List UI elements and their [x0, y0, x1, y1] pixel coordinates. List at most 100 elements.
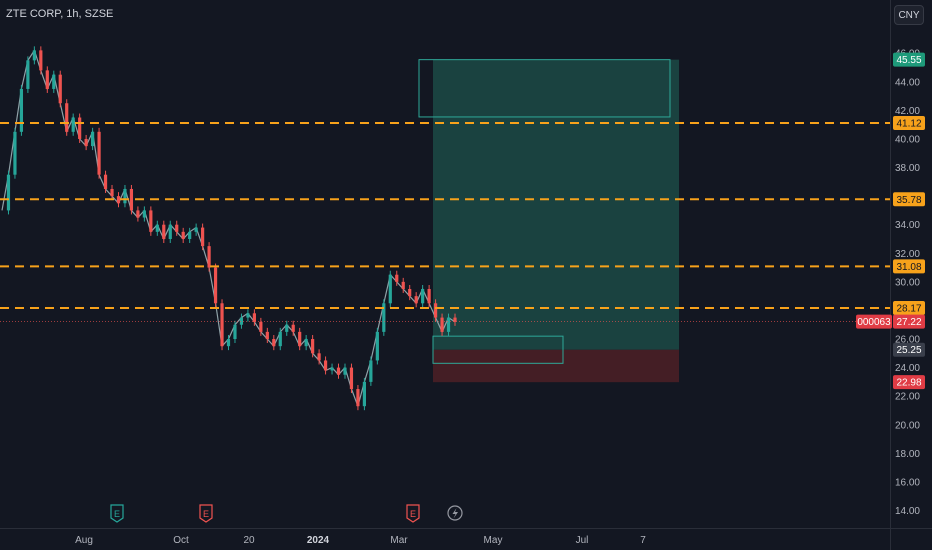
- price-tick-label: 40.00: [895, 134, 920, 145]
- candle-body: [453, 317, 457, 322]
- candle-body: [39, 50, 43, 71]
- candle-body: [97, 131, 101, 175]
- time-tick-label: 2024: [307, 535, 330, 546]
- candle-body: [343, 367, 347, 375]
- earnings-marker[interactable]: E: [199, 504, 213, 523]
- current-price-tag: [893, 314, 925, 329]
- candle-body: [259, 321, 263, 332]
- price-tick-label: 30.00: [895, 277, 920, 288]
- candle-body: [226, 339, 231, 347]
- level-price-tag-label: 31.08: [896, 262, 921, 273]
- candle-body: [330, 367, 334, 371]
- level-price-tag: [893, 259, 925, 274]
- candle-body: [401, 281, 405, 290]
- candle-body: [311, 339, 315, 354]
- candle-body: [278, 331, 282, 347]
- candle-body: [446, 317, 451, 332]
- candle-body: [252, 313, 256, 322]
- target-price-tag: [893, 52, 925, 67]
- price-tick-label: 16.00: [895, 477, 920, 488]
- level-price-tag-label: 28.17: [896, 304, 921, 315]
- candle-body: [427, 289, 431, 304]
- earnings-marker-label: E: [410, 509, 416, 519]
- current-price-tag-label: 27.22: [896, 317, 921, 328]
- candle-body: [388, 274, 392, 304]
- candle-body: [395, 274, 399, 282]
- earnings-marker[interactable]: E: [110, 504, 124, 523]
- stop-zone[interactable]: [433, 349, 679, 383]
- time-tick-label: 20: [243, 535, 255, 546]
- time-axis[interactable]: Aug Oct 20 2024 Mar May Jul 7: [75, 535, 646, 546]
- candle-body: [369, 360, 373, 382]
- level-price-tag-label: 41.12: [896, 118, 921, 129]
- candle-body: [421, 289, 425, 304]
- price-series-line: [1, 49, 456, 409]
- flash-icon[interactable]: [447, 505, 463, 521]
- price-tick-label: 22.00: [895, 392, 920, 403]
- earnings-marker-label: E: [203, 509, 209, 519]
- candle-body: [13, 131, 17, 175]
- candle-body: [382, 303, 386, 332]
- candle-body: [304, 339, 308, 347]
- candle-body: [213, 267, 218, 304]
- candle-body: [414, 296, 418, 304]
- candle-body: [291, 324, 295, 332]
- candle-body: [362, 381, 366, 407]
- candle-body: [19, 88, 24, 132]
- level-price-tag: [893, 115, 925, 130]
- price-candles: [6, 46, 457, 411]
- entry-price-tag: [893, 342, 925, 357]
- price-levels[interactable]: [0, 121, 890, 310]
- target-box[interactable]: [418, 59, 671, 118]
- candle-body: [175, 224, 179, 232]
- time-tick-label: Jul: [576, 535, 589, 546]
- candle-body: [45, 70, 49, 89]
- candle-body: [84, 138, 88, 147]
- candle-body: [272, 339, 276, 347]
- candle-body: [32, 50, 36, 61]
- time-tick-label: May: [484, 535, 503, 546]
- entry-box[interactable]: [432, 335, 564, 364]
- candle-body: [375, 331, 379, 361]
- earnings-marker[interactable]: E: [406, 504, 420, 523]
- price-tick-label: 44.00: [895, 77, 920, 88]
- time-tick-label: Oct: [173, 535, 189, 546]
- candle-body: [298, 331, 302, 347]
- target-zone[interactable]: [433, 59, 679, 350]
- earnings-marker-shape: [110, 504, 124, 523]
- candle-body: [220, 303, 224, 347]
- price-tick-label: 26.00: [895, 335, 920, 346]
- level-price-tag-label: 35.78: [896, 195, 921, 206]
- price-tick-label: 20.00: [895, 420, 920, 431]
- entry-price-tag-label: 25.25: [896, 345, 921, 356]
- candle-body: [78, 117, 82, 139]
- candle-body: [110, 188, 114, 197]
- candle-body: [239, 317, 244, 325]
- candle-body: [317, 353, 321, 361]
- candle-body: [188, 231, 192, 239]
- stop-price-tag-label: 22.98: [896, 378, 921, 389]
- candle-body: [433, 303, 438, 318]
- candle-body: [356, 389, 360, 407]
- candle-body: [71, 117, 75, 132]
- candle-body: [129, 188, 134, 211]
- symbol-title: ZTE CORP, 1h, SZSE: [6, 8, 114, 20]
- target-price-tag-label: 45.55: [896, 55, 921, 66]
- price-tick-label: 32.00: [895, 249, 920, 260]
- candle-body: [155, 224, 159, 232]
- candle-body: [142, 210, 146, 218]
- price-tick-label: 24.00: [895, 363, 920, 374]
- earnings-marker-shape: [199, 504, 213, 523]
- candle-body: [201, 227, 205, 247]
- candle-body: [246, 313, 250, 318]
- currency-button[interactable]: CNY: [894, 5, 924, 25]
- price-tick-label: 42.00: [895, 106, 920, 117]
- stop-price-tag: [893, 375, 925, 390]
- candle-body: [123, 188, 127, 204]
- time-tick-label: Aug: [75, 535, 93, 546]
- candle-body: [207, 246, 211, 268]
- candle-body: [265, 331, 269, 340]
- level-price-tag: [893, 301, 925, 316]
